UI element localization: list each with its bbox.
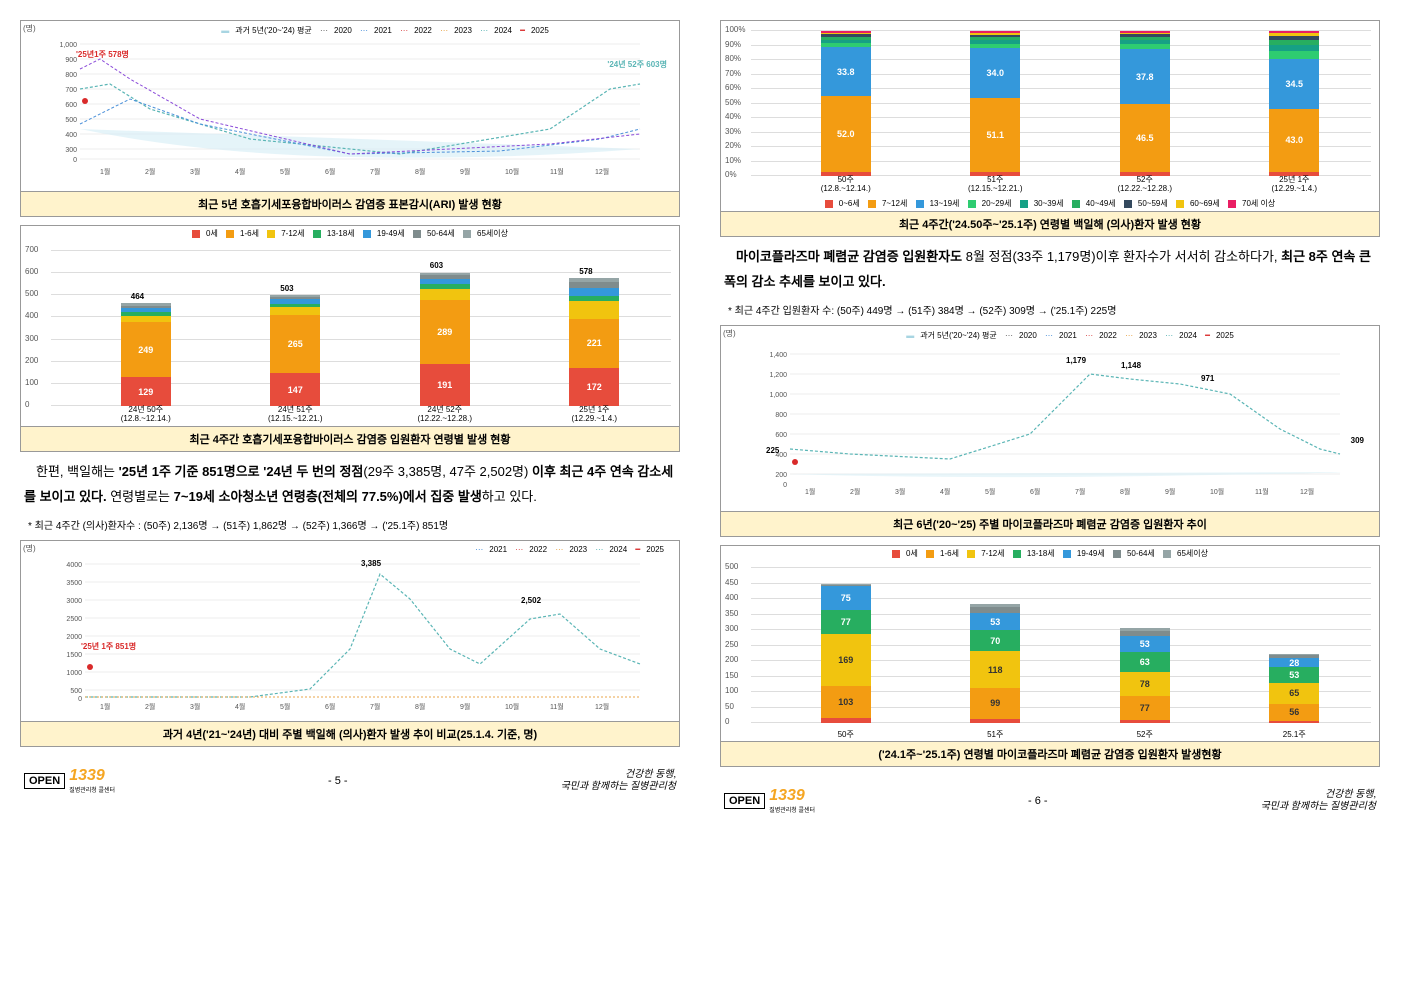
page-num: - 6 -	[1028, 795, 1048, 807]
svg-text:3월: 3월	[190, 702, 200, 711]
label-2025: '25년1주 578명	[76, 49, 129, 60]
svg-text:500: 500	[70, 688, 82, 695]
para-pertussis: 한편, 백일해는 '25년 1주 기준 851명으로 '24년 두 번의 정점(…	[24, 460, 676, 509]
page-num: - 5 -	[328, 775, 348, 787]
legend: 0세 1-6세 7-12세 13-18세 19-49세 50-64세 65세이상	[721, 546, 1379, 561]
line-svg: 4000 3500 3000 2500 2000 1500 1000 5000 1월 2월 3…	[29, 549, 671, 714]
caption: 최근 4주간('24.50주~'25.1주) 연령별 백일해 (의사)환자 발생…	[721, 211, 1379, 236]
svg-text:3000: 3000	[66, 598, 82, 605]
svg-text:1,200: 1,200	[769, 372, 787, 379]
line-svg: 1,4001,2001,000 800600400 2000 1월2월3월 4월…	[729, 334, 1371, 499]
legend: 0~6세 7~12세 13~19세 20~29세 30~39세 40~49세 5…	[721, 196, 1379, 211]
svg-text:8월: 8월	[1120, 487, 1130, 496]
chart-pertussis-age-pct: 0%10%20%30%40%50%60%70%80%90%100%50주(12.…	[720, 20, 1380, 237]
legend: 0세 1-6세 7-12세 13-18세 19-49세 50-64세 65세이상	[21, 226, 679, 241]
svg-text:6월: 6월	[325, 702, 335, 711]
svg-text:0: 0	[783, 482, 787, 489]
svg-text:12월: 12월	[595, 167, 609, 176]
open-logo: OPEN	[724, 793, 765, 809]
svg-text:500: 500	[65, 117, 77, 124]
svg-text:9월: 9월	[460, 167, 470, 176]
svg-text:1,000: 1,000	[59, 42, 77, 49]
svg-text:600: 600	[775, 432, 787, 439]
svg-text:0: 0	[78, 696, 82, 703]
footnote: * 최근 4주간 (의사)환자수 : (50주) 2,136명 → (51주) …	[28, 517, 672, 532]
svg-text:2500: 2500	[66, 616, 82, 623]
legend: ⋯2021 ⋯2022 ⋯2023 ⋯2024 ━2025	[470, 543, 669, 556]
page-footer: OPEN 1339 질병관리청 콜센터 - 5 - 건강한 동행,국민과 함께하…	[20, 759, 680, 802]
chart-mycoplasma-line: (명) ▬과거 5년('20~'24) 평균 ⋯2020 ⋯2021 ⋯2022…	[720, 325, 1380, 537]
chart-ari-5year: (명) 1,000900800 700600500 4003000	[20, 20, 680, 217]
caption: 최근 5년 호흡기세포융합바이러스 감염증 표본감시(ARI) 발생 현황	[21, 191, 679, 216]
svg-text:2월: 2월	[850, 487, 860, 496]
hotline: 1339	[769, 787, 805, 804]
svg-text:3500: 3500	[66, 580, 82, 587]
svg-text:5월: 5월	[280, 702, 290, 711]
chart-ari-age-bar: 0세 1-6세 7-12세 13-18세 19-49세 50-64세 65세이상…	[20, 225, 680, 452]
page-5: (명) 1,000900800 700600500 4003000	[20, 20, 680, 822]
svg-text:10월: 10월	[1210, 487, 1224, 496]
svg-text:11월: 11월	[550, 167, 564, 176]
svg-text:10월: 10월	[505, 167, 519, 176]
svg-text:9월: 9월	[460, 702, 470, 711]
svg-text:9월: 9월	[1165, 487, 1175, 496]
open-logo: OPEN	[24, 773, 65, 789]
svg-text:1,000: 1,000	[769, 392, 787, 399]
svg-text:11월: 11월	[1255, 487, 1269, 496]
svg-text:6월: 6월	[325, 167, 335, 176]
caption: 과거 4년('21~'24년) 대비 주별 백일해 (의사)환자 발생 추이 비…	[21, 721, 679, 746]
svg-text:800: 800	[775, 412, 787, 419]
svg-text:1000: 1000	[66, 670, 82, 677]
svg-text:200: 200	[775, 472, 787, 479]
para-mycoplasma: 마이코플라즈마 폐렴균 감염증 입원환자도 8월 정점(33주 1,179명)이…	[724, 245, 1376, 294]
svg-text:3월: 3월	[190, 167, 200, 176]
svg-text:8월: 8월	[415, 702, 425, 711]
footnote: * 최근 4주간 입원환자 수: (50주) 449명 → (51주) 384명…	[728, 302, 1372, 317]
slogan: 건강한 동행,국민과 함께하는 질병관리청	[561, 769, 676, 793]
svg-text:10월: 10월	[505, 702, 519, 711]
svg-text:12월: 12월	[1300, 487, 1314, 496]
svg-text:800: 800	[65, 72, 77, 79]
svg-text:1월: 1월	[100, 702, 110, 711]
caption: 최근 4주간 호흡기세포융합바이러스 감염증 입원환자 연령별 발생 현황	[21, 426, 679, 451]
svg-text:7월: 7월	[370, 167, 380, 176]
legend: ▬과거 5년('20~'24) 평균 ⋯2020 ⋯2021 ⋯2022 ⋯20…	[771, 328, 1369, 343]
svg-text:0: 0	[73, 157, 77, 164]
svg-text:300: 300	[65, 147, 77, 154]
svg-text:1500: 1500	[66, 652, 82, 659]
svg-text:2000: 2000	[66, 634, 82, 641]
caption: 최근 6년('20~'25) 주별 마이코플라즈마 폐렴균 감염증 입원환자 추…	[721, 511, 1379, 536]
svg-text:5월: 5월	[280, 167, 290, 176]
svg-text:1월: 1월	[805, 487, 815, 496]
chart-mycoplasma-age-bar: 0세 1-6세 7-12세 13-18세 19-49세 50-64세 65세이상…	[720, 545, 1380, 767]
svg-text:7월: 7월	[370, 702, 380, 711]
svg-text:3월: 3월	[895, 487, 905, 496]
page-6: 0%10%20%30%40%50%60%70%80%90%100%50주(12.…	[720, 20, 1380, 822]
svg-text:4월: 4월	[235, 702, 245, 711]
label-2024: '24년 52주 603명	[607, 59, 667, 70]
svg-text:600: 600	[65, 102, 77, 109]
svg-text:11월: 11월	[550, 702, 564, 711]
caption: ('24.1주~'25.1주) 연령별 마이코플라즈마 폐렴균 감염증 입원환자…	[721, 741, 1379, 766]
slogan: 건강한 동행,국민과 함께하는 질병관리청	[1261, 789, 1376, 813]
svg-text:5월: 5월	[985, 487, 995, 496]
svg-text:8월: 8월	[415, 167, 425, 176]
chart-pertussis-line: (명) 400035003000 250020001500 10005000	[20, 540, 680, 747]
svg-text:7월: 7월	[1075, 487, 1085, 496]
svg-text:2월: 2월	[145, 702, 155, 711]
svg-text:4월: 4월	[235, 167, 245, 176]
svg-text:2월: 2월	[145, 167, 155, 176]
svg-text:6월: 6월	[1030, 487, 1040, 496]
ylabel: (명)	[23, 23, 36, 34]
svg-text:4월: 4월	[940, 487, 950, 496]
svg-text:1,400: 1,400	[769, 352, 787, 359]
legend: ▬과거 5년('20~'24) 평균 ⋯2020 ⋯2021 ⋯2022 ⋯20…	[101, 23, 669, 38]
svg-text:4000: 4000	[66, 562, 82, 569]
svg-text:1월: 1월	[100, 167, 110, 176]
page-footer: OPEN 1339 질병관리청 콜센터 - 6 - 건강한 동행,국민과 함께하…	[720, 779, 1380, 822]
hotline: 1339	[69, 767, 105, 784]
svg-text:12월: 12월	[595, 702, 609, 711]
svg-text:700: 700	[65, 87, 77, 94]
svg-text:400: 400	[65, 132, 77, 139]
